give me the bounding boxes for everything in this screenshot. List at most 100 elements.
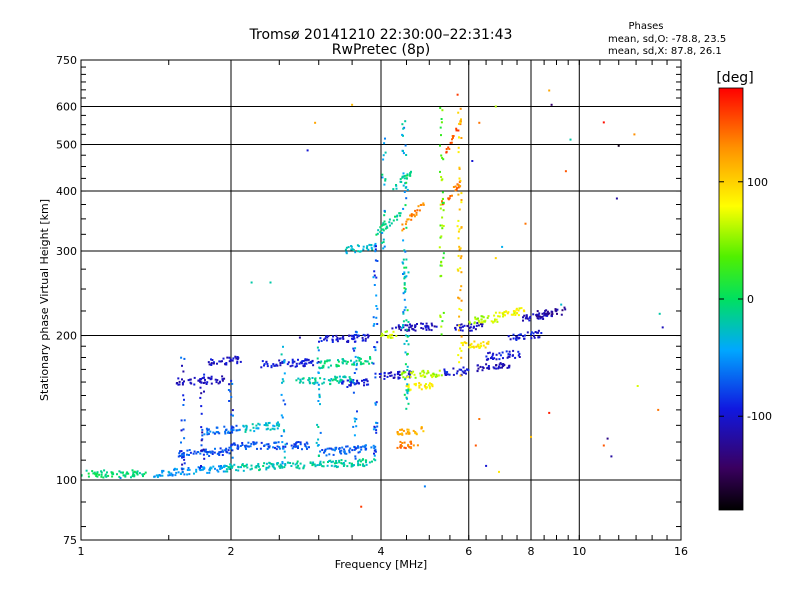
data-point — [227, 430, 230, 433]
data-point — [405, 197, 408, 200]
data-point — [343, 360, 346, 363]
data-point — [459, 123, 462, 126]
data-point — [379, 376, 382, 378]
data-point — [266, 448, 269, 450]
data-point — [355, 333, 358, 336]
data-point — [232, 414, 234, 417]
data-point — [384, 178, 387, 181]
data-point — [216, 379, 219, 382]
data-point — [340, 459, 343, 462]
data-point — [410, 170, 412, 173]
data-point — [214, 447, 216, 450]
data-point — [403, 277, 406, 280]
data-point — [364, 339, 367, 342]
data-point — [289, 365, 292, 368]
data-point — [224, 470, 227, 473]
data-point — [409, 323, 411, 326]
data-point — [215, 431, 218, 433]
data-point — [408, 432, 411, 435]
data-point — [408, 326, 411, 329]
data-point — [94, 473, 97, 476]
data-point — [404, 363, 407, 366]
data-point — [285, 442, 288, 445]
data-point — [405, 385, 408, 388]
data-point — [347, 341, 350, 343]
data-point — [353, 383, 356, 386]
data-point — [259, 447, 262, 450]
x-tick-label: 1 — [78, 545, 85, 558]
data-point — [403, 371, 406, 374]
chart-subtitle: RwPretec (8p) — [332, 42, 430, 58]
data-point — [360, 460, 362, 463]
data-point — [338, 447, 341, 450]
data-point — [182, 404, 185, 406]
data-point — [265, 360, 268, 363]
data-point — [281, 416, 284, 419]
data-point — [409, 375, 412, 378]
data-point — [383, 223, 386, 226]
data-point — [445, 371, 448, 374]
data-point — [389, 336, 392, 339]
data-point — [228, 452, 231, 455]
data-point — [512, 310, 515, 313]
data-point — [132, 471, 135, 474]
data-point — [469, 344, 472, 346]
data-point — [448, 373, 451, 376]
data-point — [178, 383, 181, 386]
data-point — [374, 376, 377, 379]
data-point — [265, 423, 268, 426]
y-axis-title: Stationary phase Virtual Height [km] — [38, 199, 51, 401]
data-point — [324, 337, 327, 340]
data-point — [396, 446, 399, 449]
data-point — [304, 445, 307, 447]
data-point — [202, 382, 205, 384]
data-point — [365, 378, 368, 381]
data-point — [474, 317, 477, 320]
data-point — [454, 185, 457, 188]
data-point — [181, 452, 184, 455]
data-point — [393, 373, 396, 376]
data-point — [274, 446, 276, 449]
data-point — [523, 337, 526, 340]
data-point — [407, 389, 410, 392]
data-point — [403, 283, 406, 286]
data-point — [406, 390, 409, 393]
data-point — [339, 379, 342, 382]
data-point — [369, 357, 372, 360]
data-point — [124, 474, 127, 477]
data-point — [322, 465, 325, 468]
data-point — [390, 222, 393, 225]
data-point — [205, 383, 208, 385]
data-point — [460, 137, 463, 139]
data-point — [335, 334, 338, 337]
grid — [81, 60, 681, 540]
data-point — [432, 372, 435, 375]
data-point — [373, 458, 376, 461]
data-point — [473, 321, 476, 324]
data-point — [362, 463, 364, 466]
data-point — [373, 323, 376, 325]
data-point — [207, 361, 210, 364]
data-point — [455, 129, 458, 132]
data-point — [169, 473, 172, 476]
data-point — [200, 378, 203, 380]
data-point — [405, 275, 408, 278]
data-point — [236, 362, 239, 365]
data-point — [210, 362, 213, 365]
data-point — [430, 374, 433, 377]
data-point — [123, 474, 126, 477]
phases-heading: Phases — [628, 21, 663, 32]
data-point — [305, 441, 308, 444]
data-point — [183, 398, 185, 401]
data-point — [465, 372, 467, 375]
data-point — [328, 447, 331, 450]
data-point — [424, 326, 427, 329]
data-point — [398, 376, 401, 379]
data-point — [201, 431, 204, 434]
data-point — [273, 428, 276, 431]
data-point — [339, 451, 342, 454]
data-point — [298, 336, 301, 339]
data-point — [401, 223, 404, 226]
data-point — [136, 473, 139, 476]
data-point — [250, 467, 253, 470]
